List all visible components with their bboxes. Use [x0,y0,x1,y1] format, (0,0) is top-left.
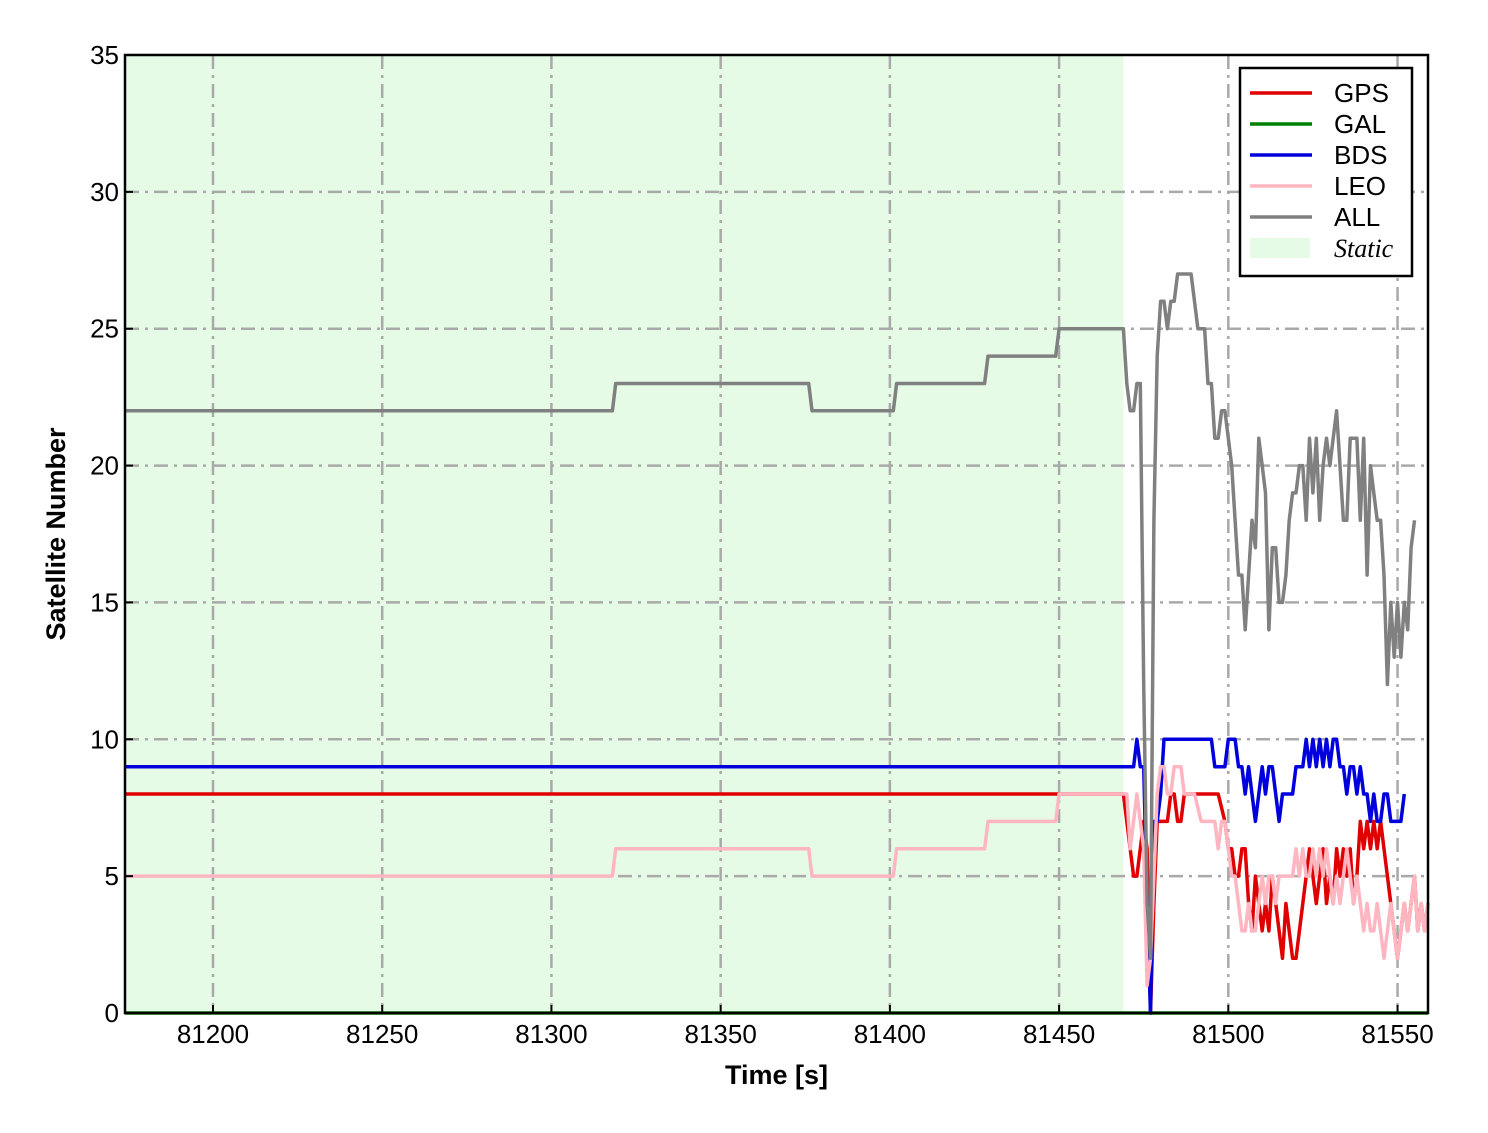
y-tick-label: 35 [90,40,119,70]
y-tick-label: 30 [90,177,119,207]
x-tick-label: 81400 [854,1019,926,1049]
x-tick-label: 81350 [685,1019,757,1049]
plot-frame [123,53,1430,1015]
legend-label-bds: BDS [1334,140,1387,170]
legend-label-leo: LEO [1334,171,1386,201]
series-line-bds [125,737,1407,1015]
x-tick-label: 81500 [1192,1019,1264,1049]
legend-label-gal: GAL [1334,109,1386,139]
y-tick-label: 25 [90,314,119,344]
series-line-all [125,272,1417,961]
static-region-band [125,55,1124,1013]
x-axis-title: Time [s] [725,1060,828,1090]
legend-swatch-static [1250,238,1310,258]
legend-label-static: Static [1334,234,1394,263]
legend-label-all: ALL [1334,202,1380,232]
x-tick-label: 81300 [515,1019,587,1049]
x-tick-label: 81200 [177,1019,249,1049]
y-tick-label: 15 [90,587,119,617]
axis-ticks: 81200 81250 81300 81350 81400 81450 81500 81550… [90,40,1434,1049]
series-line-leo [125,764,1430,988]
y-tick-label: 5 [105,861,119,891]
y-tick-label: 20 [90,451,119,481]
x-tick-label: 81450 [1023,1019,1095,1049]
series-line-gps [125,792,1430,1015]
y-tick-label: 10 [90,724,119,754]
x-tick-label: 81250 [346,1019,418,1049]
x-tick-label: 81550 [1361,1019,1433,1049]
y-axis-title: Satellite Number [41,427,71,641]
y-tick-label: 0 [105,998,119,1028]
legend-label-gps: GPS [1334,78,1389,108]
